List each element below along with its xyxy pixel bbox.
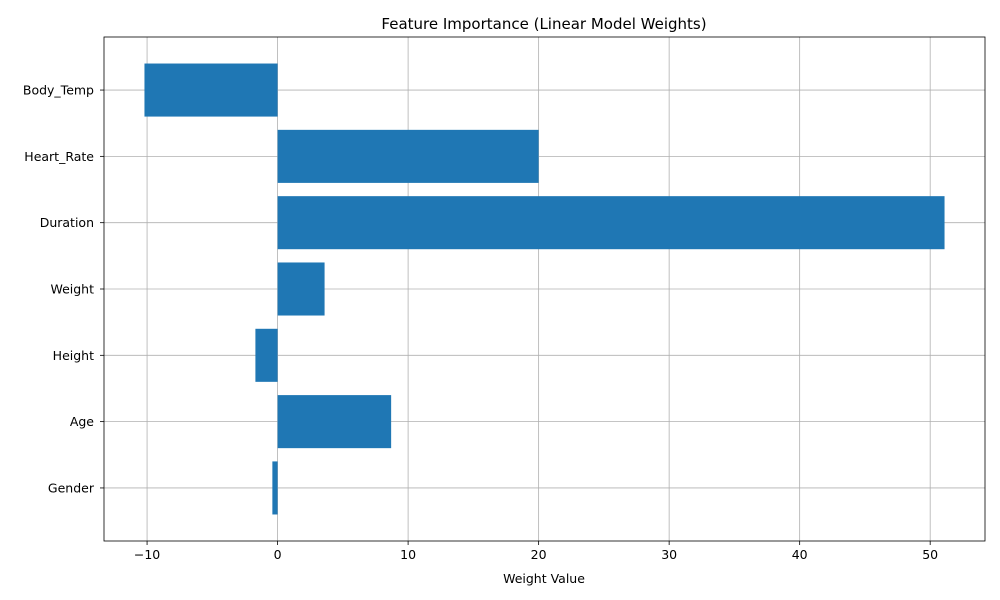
x-axis-label: Weight Value	[503, 571, 585, 586]
bar-body-temp	[144, 63, 278, 117]
x-tick-label: 10	[400, 547, 416, 562]
x-tick-label: 30	[661, 547, 677, 562]
bar-age	[277, 395, 392, 449]
x-tick-label: 20	[531, 547, 547, 562]
y-tick-label: Height	[53, 348, 94, 363]
y-axis-ticks: Gender Age Height Weight Duration Heart_Rate B…	[23, 83, 104, 495]
chart-title: Feature Importance (Linear Model Weights…	[381, 15, 706, 33]
y-tick-label: Heart_Rate	[24, 149, 94, 164]
y-tick-label: Duration	[40, 215, 94, 230]
bar-weight	[277, 262, 325, 316]
bar-heart-rate	[277, 129, 539, 183]
y-tick-label: Weight	[50, 282, 94, 297]
x-tick-label: 0	[274, 547, 282, 562]
bar-height	[255, 328, 278, 382]
y-tick-label: Body_Temp	[23, 83, 94, 98]
y-tick-label: Age	[70, 414, 94, 429]
bar-duration	[277, 196, 945, 250]
x-axis-ticks: −10 0 10 20 30 40 50	[134, 541, 938, 562]
x-tick-label: 50	[922, 547, 938, 562]
x-tick-label: 40	[792, 547, 808, 562]
x-tick-label: −10	[134, 547, 160, 562]
grid-lines	[104, 37, 985, 541]
y-tick-label: Gender	[48, 480, 95, 495]
bars	[144, 63, 945, 515]
bar-gender	[272, 461, 278, 515]
